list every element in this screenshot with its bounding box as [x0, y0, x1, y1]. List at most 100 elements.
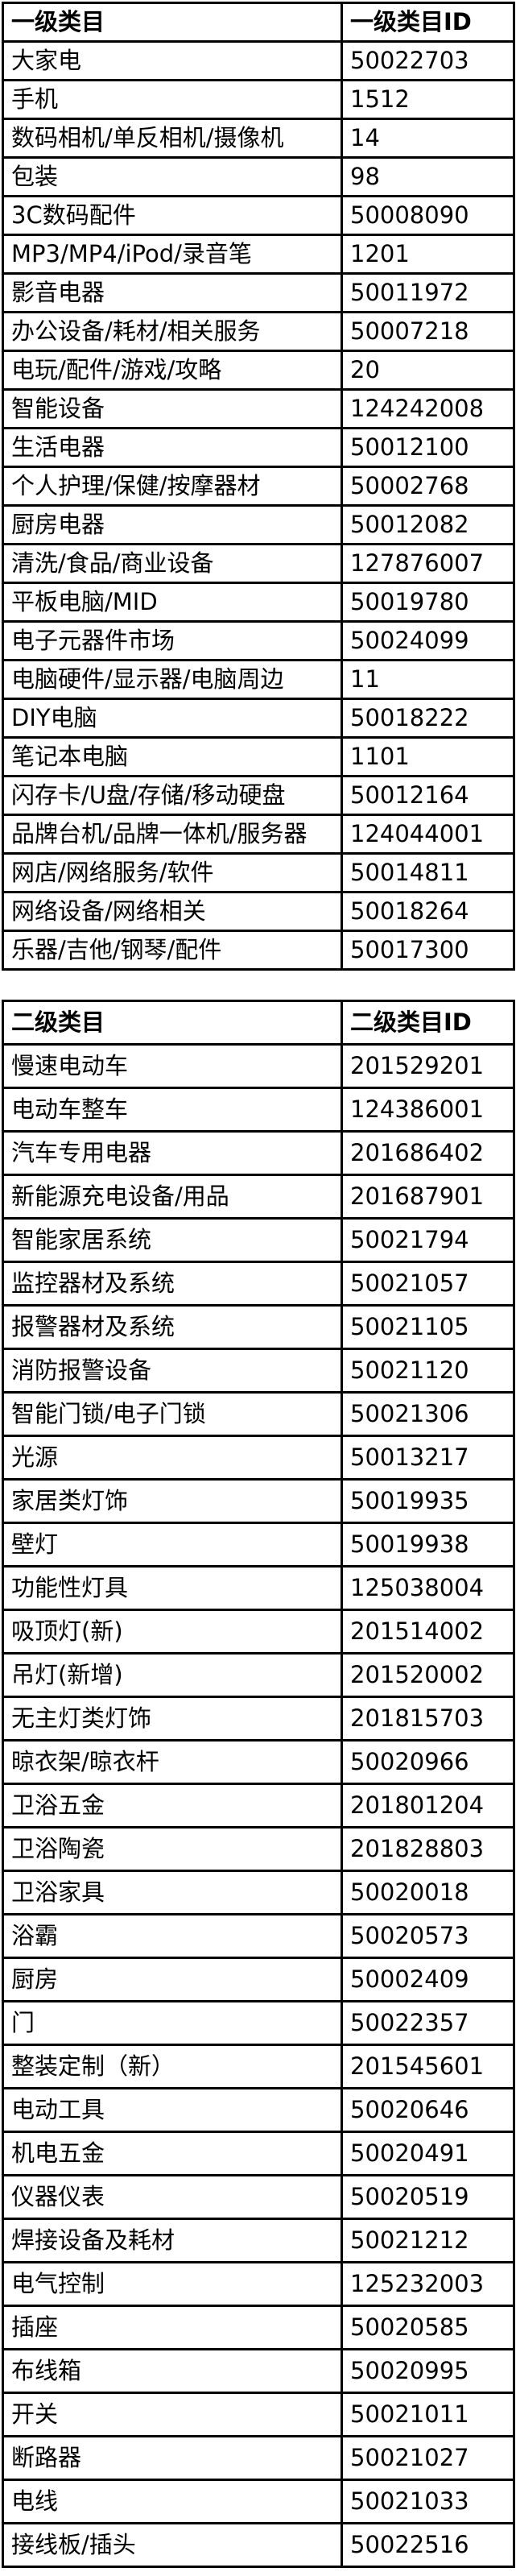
table-row: 闪存卡/U盘/存储/移动硬盘 50012164 [2, 775, 515, 816]
category-name-cell: 开关 [2, 2392, 343, 2437]
table-row: 厨房 50002409 [2, 1957, 515, 2002]
category-name-cell: 电动车整车 [2, 1087, 343, 1133]
category-id-cell: 50017300 [341, 930, 515, 971]
category-name-cell: 吊灯(新增) [2, 1652, 343, 1698]
table-row: 插座 50020585 [2, 2305, 515, 2350]
table-row: 平板电脑/MID 50019780 [2, 582, 515, 623]
category-name-cell: 无主灯类灯饰 [2, 1696, 343, 1741]
level2-table-body: 慢速电动车 201529201 电动车整车 124386001 汽车专用电器 2… [2, 1043, 515, 2568]
category-id-cell: 201529201 [341, 1043, 515, 1089]
table-row: 乐器/吉他/钢琴/配件 50017300 [2, 930, 515, 971]
category-id-cell: 50020585 [341, 2305, 515, 2350]
category-name-cell: 机电五金 [2, 2131, 343, 2176]
category-id-cell: 50012082 [341, 504, 515, 545]
category-id-cell: 50021027 [341, 2435, 515, 2481]
category-name-cell: 电玩/配件/游戏/攻略 [2, 350, 343, 391]
category-id-cell: 50012100 [341, 427, 515, 468]
table-row: 监控器材及系统 50021057 [2, 1261, 515, 1307]
category-name-cell: 大家电 [2, 40, 343, 81]
table-row: 无主灯类灯饰 201815703 [2, 1696, 515, 1741]
category-name-cell: 晾衣架/晾衣杆 [2, 1739, 343, 1785]
category-name-cell: 闪存卡/U盘/存储/移动硬盘 [2, 775, 343, 816]
table-row: 手机 1512 [2, 79, 515, 120]
category-name-cell: 电线 [2, 2479, 343, 2524]
category-name-cell: 卫浴家具 [2, 1870, 343, 1915]
table-row: 断路器 50021027 [2, 2435, 515, 2481]
table-row: 开关 50021011 [2, 2392, 515, 2437]
category-id-cell: 50020573 [341, 1913, 515, 1959]
category-name-cell: DIY电脑 [2, 698, 343, 739]
category-id-cell: 125232003 [341, 2261, 515, 2307]
level1-name-header: 一级类目 [2, 2, 343, 43]
category-name-cell: 新能源充电设备/用品 [2, 1174, 343, 1220]
table-row: 个人护理/保健/按摩器材 50002768 [2, 466, 515, 507]
category-name-cell: MP3/MP4/iPod/录音笔 [2, 234, 343, 275]
table-row: 网店/网络服务/软件 50014811 [2, 852, 515, 893]
category-name-cell: 汽车专用电器 [2, 1130, 343, 1176]
table-row: 吸顶灯(新) 201514002 [2, 1609, 515, 1655]
table-row: 网络设备/网络相关 50018264 [2, 891, 515, 932]
table-row: 浴霸 50020573 [2, 1913, 515, 1959]
category-id-cell: 127876007 [341, 543, 515, 584]
category-name-cell: 厨房电器 [2, 504, 343, 545]
level1-id-header: 一级类目ID [341, 2, 515, 43]
category-name-cell: 消防报警设备 [2, 1348, 343, 1394]
category-id-cell: 50019780 [341, 582, 515, 623]
category-id-cell: 11 [341, 659, 515, 700]
category-name-cell: 插座 [2, 2305, 343, 2350]
category-name-cell: 接线板/插头 [2, 2522, 343, 2568]
table-row: 影音电器 50011972 [2, 272, 515, 313]
category-name-cell: 电动工具 [2, 2087, 343, 2133]
category-name-cell: 光源 [2, 1435, 343, 1481]
category-id-cell: 50021306 [341, 1391, 515, 1437]
level1-header-row: 一级类目 一级类目ID [2, 2, 515, 43]
category-id-cell: 50012164 [341, 775, 515, 816]
table-row: 电动工具 50020646 [2, 2087, 515, 2133]
category-id-cell: 50018222 [341, 698, 515, 739]
table-row: 智能门锁/电子门锁 50021306 [2, 1391, 515, 1437]
category-id-cell: 50021212 [341, 2218, 515, 2263]
level1-table-body: 大家电 50022703 手机 1512 数码相机/单反相机/摄像机 14 包装… [2, 40, 515, 971]
category-name-cell: 电气控制 [2, 2261, 343, 2307]
table-row: 电气控制 125232003 [2, 2261, 515, 2307]
category-id-cell: 201686402 [341, 1130, 515, 1176]
level2-id-header: 二级类目ID [341, 1000, 515, 1046]
category-id-cell: 50021105 [341, 1304, 515, 1350]
table-row: 大家电 50022703 [2, 40, 515, 81]
category-name-cell: 网络设备/网络相关 [2, 891, 343, 932]
category-id-cell: 50021011 [341, 2392, 515, 2437]
category-id-cell: 50021120 [341, 1348, 515, 1394]
category-id-cell: 201687901 [341, 1174, 515, 1220]
category-name-cell: 断路器 [2, 2435, 343, 2481]
category-name-cell: 慢速电动车 [2, 1043, 343, 1089]
category-name-cell: 厨房 [2, 1957, 343, 2002]
category-id-cell: 201520002 [341, 1652, 515, 1698]
category-name-cell: 清洗/食品/商业设备 [2, 543, 343, 584]
category-id-cell: 50007218 [341, 311, 515, 352]
level1-category-table: 一级类目 一级类目ID 大家电 50022703 手机 1512 数码相机/单反… [2, 2, 515, 971]
category-id-cell: 50024099 [341, 620, 515, 661]
category-name-cell: 电脑硬件/显示器/电脑周边 [2, 659, 343, 700]
category-name-cell: 功能性灯具 [2, 1565, 343, 1611]
category-id-cell: 50002409 [341, 1957, 515, 2002]
category-name-cell: 壁灯 [2, 1522, 343, 1568]
table-row: 家居类灯饰 50019935 [2, 1478, 515, 1524]
table-row: 电脑硬件/显示器/电脑周边 11 [2, 659, 515, 700]
category-name-cell: 浴霸 [2, 1913, 343, 1959]
table-row: 光源 50013217 [2, 1435, 515, 1481]
table-row: 卫浴陶瓷 201828803 [2, 1826, 515, 1872]
category-id-cell: 50021794 [341, 1217, 515, 1263]
level2-header-row: 二级类目 二级类目ID [2, 1000, 515, 1046]
table-row: DIY电脑 50018222 [2, 698, 515, 739]
category-id-cell: 1201 [341, 234, 515, 275]
category-id-cell: 201514002 [341, 1609, 515, 1655]
category-name-cell: 家居类灯饰 [2, 1478, 343, 1524]
category-id-cell: 50020995 [341, 2348, 515, 2394]
category-name-cell: 门 [2, 2000, 343, 2046]
category-name-cell: 生活电器 [2, 427, 343, 468]
category-name-cell: 智能门锁/电子门锁 [2, 1391, 343, 1437]
table-row: 仪器仪表 50020519 [2, 2174, 515, 2220]
category-id-cell: 50021057 [341, 1261, 515, 1307]
category-id-cell: 124386001 [341, 1087, 515, 1133]
table-row: 卫浴五金 201801204 [2, 1783, 515, 1828]
